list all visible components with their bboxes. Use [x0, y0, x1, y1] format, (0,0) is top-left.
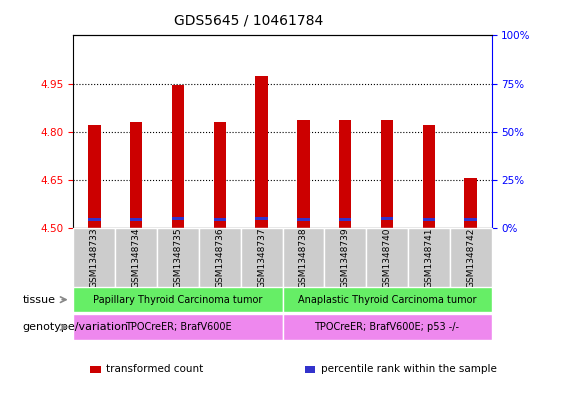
Bar [255, 217, 268, 220]
Bar [199, 228, 241, 287]
Text: GDS5645 / 10461784: GDS5645 / 10461784 [174, 14, 323, 28]
Bar [73, 287, 282, 312]
Bar [282, 314, 492, 340]
Bar [408, 228, 450, 287]
Text: genotype/variation: genotype/variation [23, 322, 129, 332]
Bar [90, 366, 101, 373]
Bar [73, 314, 282, 340]
Bar [172, 217, 184, 220]
Bar [366, 228, 408, 287]
Text: Papillary Thyroid Carcinoma tumor: Papillary Thyroid Carcinoma tumor [93, 295, 263, 305]
Bar [381, 217, 393, 220]
Bar [423, 125, 435, 228]
Bar [464, 178, 477, 228]
Bar [282, 287, 492, 312]
Bar [464, 218, 477, 221]
Text: Anaplastic Thyroid Carcinoma tumor: Anaplastic Thyroid Carcinoma tumor [298, 295, 476, 305]
Bar [297, 218, 310, 220]
Bar [214, 218, 226, 220]
Bar [450, 228, 492, 287]
Text: GSM1348735: GSM1348735 [173, 227, 182, 288]
Text: tissue: tissue [23, 295, 55, 305]
Text: GSM1348734: GSM1348734 [132, 227, 141, 288]
Text: GSM1348741: GSM1348741 [424, 227, 433, 288]
Text: percentile rank within the sample: percentile rank within the sample [321, 364, 497, 375]
Bar [157, 228, 199, 287]
Bar [130, 122, 142, 228]
Text: TPOCreER; BrafV600E; p53 -/-: TPOCreER; BrafV600E; p53 -/- [315, 322, 459, 332]
Bar [88, 218, 101, 220]
Bar [282, 228, 324, 287]
Text: GSM1348740: GSM1348740 [383, 227, 392, 288]
Text: GSM1348737: GSM1348737 [257, 227, 266, 288]
Bar [255, 77, 268, 228]
Bar [381, 120, 393, 228]
Bar [297, 120, 310, 228]
Bar [115, 228, 157, 287]
Text: transformed count: transformed count [106, 364, 203, 375]
Bar [339, 120, 351, 228]
Text: GSM1348736: GSM1348736 [215, 227, 224, 288]
Bar [73, 228, 115, 287]
Bar [214, 122, 226, 228]
Bar [423, 218, 435, 220]
Text: GSM1348739: GSM1348739 [341, 227, 350, 288]
Bar [172, 85, 184, 228]
Text: GSM1348738: GSM1348738 [299, 227, 308, 288]
Text: GSM1348733: GSM1348733 [90, 227, 99, 288]
Bar [130, 218, 142, 220]
Text: TPOCreER; BrafV600E: TPOCreER; BrafV600E [125, 322, 231, 332]
Bar [339, 218, 351, 221]
Bar [305, 366, 315, 373]
Bar [88, 125, 101, 228]
Bar [241, 228, 282, 287]
Bar [324, 228, 366, 287]
Text: GSM1348742: GSM1348742 [466, 227, 475, 288]
